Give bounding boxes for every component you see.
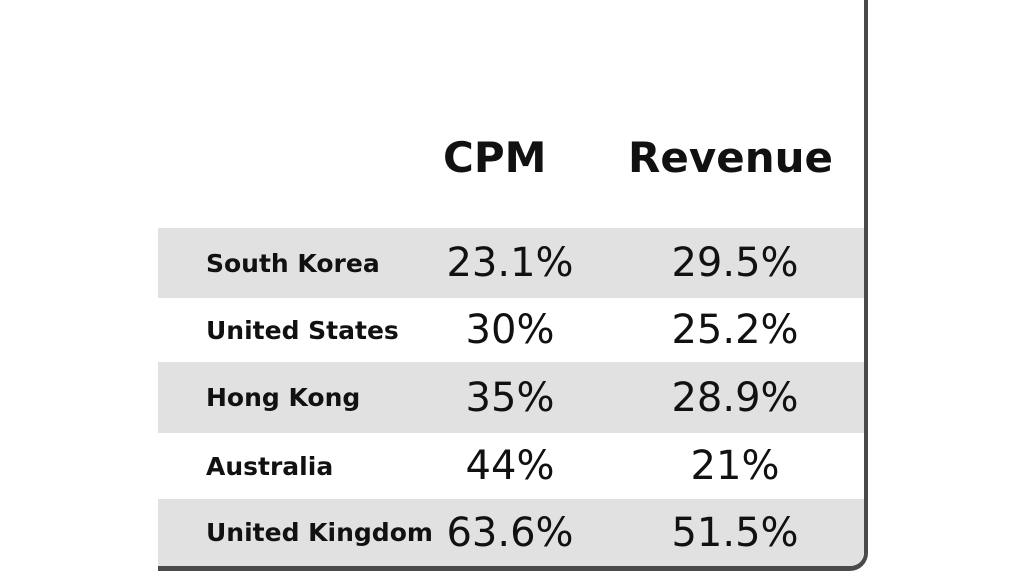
- cpm-value: 30%: [465, 307, 555, 353]
- country-label: United States: [206, 315, 399, 345]
- revenue-value: 51.5%: [671, 509, 799, 556]
- table-row: Hong Kong 35% 28.9%: [158, 362, 864, 433]
- country-label: Australia: [206, 451, 334, 481]
- table-header: CPM Revenue: [158, 130, 864, 186]
- table-row: Australia 44% 21%: [158, 433, 864, 499]
- cpm-value: 35%: [465, 374, 555, 421]
- cpm-value: 63.6%: [446, 509, 574, 556]
- country-label: United Kingdom: [206, 518, 433, 547]
- revenue-value: 29.5%: [671, 240, 799, 286]
- revenue-value: 21%: [690, 443, 780, 489]
- country-label: South Korea: [206, 248, 380, 278]
- column-header-cpm: CPM: [443, 133, 547, 182]
- table-card: CPM Revenue South Korea 23.1% 29.5% United …: [158, 0, 868, 571]
- cpm-value: 44%: [465, 443, 555, 489]
- table-row: South Korea 23.1% 29.5%: [158, 228, 864, 298]
- country-label: Hong Kong: [206, 383, 361, 412]
- table-row: United States 30% 25.2%: [158, 298, 864, 362]
- column-header-revenue: Revenue: [628, 133, 833, 182]
- table-row: United Kingdom 63.6% 51.5%: [158, 499, 864, 566]
- cpm-value: 23.1%: [446, 240, 574, 286]
- revenue-value: 25.2%: [671, 307, 799, 353]
- revenue-value: 28.9%: [671, 374, 799, 421]
